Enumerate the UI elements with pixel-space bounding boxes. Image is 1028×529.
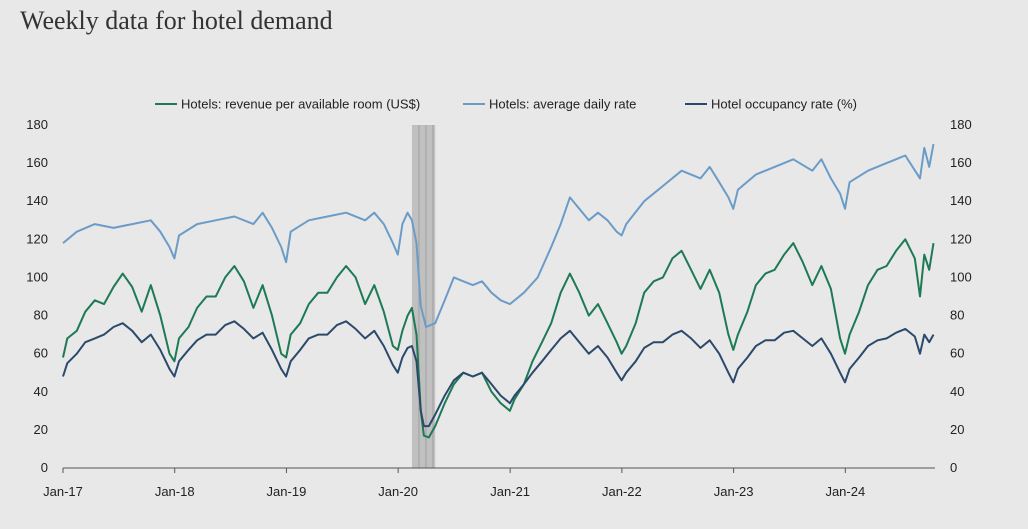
y-tick-label-right: 180 — [950, 117, 972, 132]
x-tick-label: Jan-22 — [602, 484, 642, 499]
legend-label-1: Hotels: average daily rate — [489, 97, 636, 112]
y-tick-label-left: 120 — [26, 231, 48, 246]
y-tick-label-left: 80 — [34, 308, 48, 323]
y-tick-label-left: 20 — [34, 422, 48, 437]
chart-title: Weekly data for hotel demand — [20, 6, 333, 35]
y-tick-label-left: 100 — [26, 269, 48, 284]
series-line-0 — [62, 238, 935, 439]
series-line-1 — [62, 143, 935, 328]
y-tick-label-left: 140 — [26, 193, 48, 208]
y-tick-label-left: 160 — [26, 155, 48, 170]
shaded-region — [411, 125, 436, 468]
x-tick-label: Jan-17 — [43, 484, 83, 499]
y-tick-label-right: 160 — [950, 155, 972, 170]
y-tick-label-left: 60 — [34, 346, 48, 361]
y-tick-label-right: 20 — [950, 422, 964, 437]
x-tick-label: Jan-23 — [714, 484, 754, 499]
shaded-region-layer — [411, 125, 436, 468]
legend: Hotels: revenue per available room (US$)… — [155, 97, 857, 112]
legend-label-2: Hotel occupancy rate (%) — [711, 97, 857, 112]
series-line-2 — [62, 320, 935, 428]
x-tick-label: Jan-21 — [490, 484, 530, 499]
y-tick-label-right: 0 — [950, 460, 957, 475]
y-tick-label-right: 60 — [950, 346, 964, 361]
y-tick-label-right: 40 — [950, 384, 964, 399]
y-tick-label-right: 120 — [950, 231, 972, 246]
x-tick-label: Jan-20 — [378, 484, 418, 499]
y-tick-label-left: 0 — [41, 460, 48, 475]
x-tick-label: Jan-18 — [155, 484, 195, 499]
x-tick-label: Jan-19 — [267, 484, 307, 499]
y-tick-label-right: 140 — [950, 193, 972, 208]
y-tick-label-right: 80 — [950, 308, 964, 323]
legend-label-0: Hotels: revenue per available room (US$) — [181, 97, 420, 112]
x-tick-label: Jan-24 — [825, 484, 865, 499]
axes-layer: 0 0 20 20 40 40 60 60 80 80 100 100 120 120 140 140 160 1… — [26, 117, 971, 499]
y-tick-label-left: 40 — [34, 384, 48, 399]
y-tick-label-right: 100 — [950, 269, 972, 284]
series-layer — [62, 143, 935, 439]
y-tick-label-left: 180 — [26, 117, 48, 132]
